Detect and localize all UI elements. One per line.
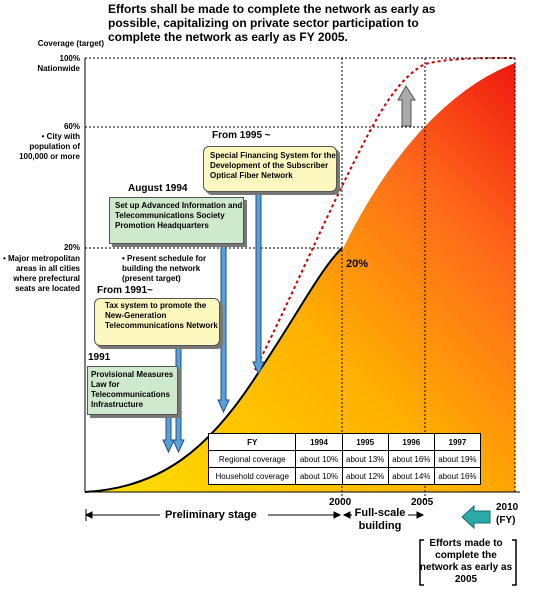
event-aug1994-text: Set up Advanced Information and Telecomm…: [115, 201, 243, 230]
event-aug1994-year: August 1994: [128, 183, 188, 194]
arrow-aug1994-icon: [217, 242, 230, 414]
heading: Efforts shall be made to complete the ne…: [108, 2, 436, 44]
coverage-area: [85, 62, 515, 492]
table-cell: about 16%: [433, 467, 482, 485]
table-header-cell: 1994: [295, 433, 343, 451]
accelerated-curve: [254, 57, 516, 371]
event-from1991-box: Tax system to promote the New-Generation…: [94, 298, 220, 346]
stage-fullscale: Full-scale building: [354, 507, 406, 532]
y-axis-label: Coverage (target): [37, 39, 104, 48]
event-1991-box: Provisional Measures Law for Telecommuni…: [87, 366, 178, 415]
event-1991-year: 1991: [88, 352, 111, 363]
note-bracket: [419, 539, 517, 586]
fy-label: (FY): [496, 515, 516, 526]
event-aug1994-box: Set up Advanced Information and Telecomm…: [109, 197, 244, 244]
table-header-row: FY 1994 1995 1996 1997: [207, 433, 482, 451]
table-header-cell: FY: [207, 433, 297, 451]
level-60-pct: 60%: [63, 122, 80, 131]
level-60-desc: • City with population of 100,000 or mor…: [19, 132, 80, 161]
arrow-1991-icon: [162, 414, 175, 454]
event-arrows: [162, 187, 265, 454]
level-100-pct: 100%: [59, 54, 80, 63]
early-completion-note: Efforts made to complete the network as …: [419, 538, 513, 585]
upward-arrow-icon: [397, 85, 416, 127]
table-header-cell: 1995: [341, 433, 389, 451]
stage-preliminary: Preliminary stage: [165, 509, 257, 521]
level-20-pct: 20%: [63, 243, 80, 252]
stage-spans: [84, 509, 425, 521]
arrow-from1991-icon: [172, 344, 185, 454]
level-20-desc: • Major metropolitan areas in all cities…: [2, 254, 80, 293]
year-2000-label: 2000: [329, 497, 352, 508]
teal-arrow-icon: [461, 504, 491, 530]
table-cell: about 14%: [387, 467, 435, 485]
table-header-cell: 1996: [387, 433, 435, 451]
event-1991-text: Provisional Measures Law for Telecommuni…: [91, 370, 174, 409]
event-from1991-year: From 1991~: [97, 285, 153, 296]
table-cell: about 12%: [341, 467, 389, 485]
event-from1995-text: Special Financing System for the Develop…: [210, 151, 336, 180]
present-schedule-note: • Present schedule for building the netw…: [122, 254, 207, 283]
table-header-cell: 1997: [433, 433, 482, 451]
table-cell: about 10%: [295, 450, 343, 468]
year-2005-label: 2005: [411, 497, 434, 508]
current-schedule-curve: [84, 247, 343, 493]
event-from1995-year: From 1995 ~: [212, 130, 271, 141]
table-cell: about 10%: [295, 467, 343, 485]
coverage-table: FY 1994 1995 1996 1997 Regional coverage…: [207, 433, 482, 485]
table-row: Household coverage about 10% about 12% a…: [207, 467, 482, 485]
table-cell: Household coverage: [207, 467, 297, 485]
year-2010-label: 2010: [496, 502, 519, 513]
table-cell: Regional coverage: [207, 450, 297, 468]
level-100-desc: Nationwide: [37, 64, 80, 73]
table-row: Regional coverage about 10% about 13% ab…: [207, 450, 482, 468]
table-cell: about 19%: [433, 450, 482, 468]
event-from1995-box: Special Financing System for the Develop…: [203, 146, 337, 192]
table-cell: about 16%: [387, 450, 435, 468]
curve-marker-20: 20%: [346, 258, 369, 270]
event-from1991-text: Tax system to promote the New-Generation…: [105, 301, 218, 330]
table-cell: about 13%: [341, 450, 389, 468]
arrow-from1995-icon: [252, 187, 265, 376]
